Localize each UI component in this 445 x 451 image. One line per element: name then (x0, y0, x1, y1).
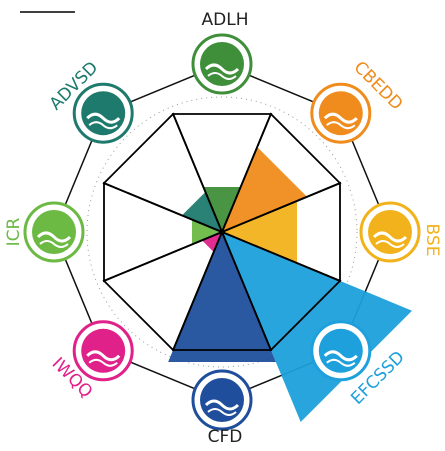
wedge-fill (202, 232, 222, 252)
wedge-fill (192, 219, 222, 245)
node-icon (318, 91, 363, 136)
wedge-fill (222, 232, 412, 422)
node-label: ICR (4, 217, 24, 246)
node-icon-wave (323, 112, 358, 124)
node-icon-wave (88, 358, 118, 367)
node-label: BSE (422, 224, 442, 257)
wedge-fill (203, 187, 241, 232)
wedge-fill (222, 147, 307, 232)
node-icon-wave (86, 112, 121, 124)
wedge-fill (168, 232, 276, 362)
wedge-outline (102, 112, 224, 234)
node-icon (81, 328, 126, 373)
wedge-fill (182, 192, 222, 232)
node-icon-wave (323, 350, 358, 362)
node-icon (32, 210, 76, 254)
node-icon-wave (39, 240, 69, 248)
node-icon-wave (204, 63, 240, 75)
node-icon-wave (88, 121, 118, 130)
node-icon (318, 328, 363, 373)
node-icon-wave (326, 358, 356, 367)
node-icon-wave (204, 399, 240, 411)
node-icon (368, 210, 412, 254)
node-icon-wave (86, 350, 121, 362)
node-icon-wave (36, 231, 72, 243)
wedges (102, 112, 412, 422)
node-label: CFD (208, 427, 243, 447)
wedge-fill (222, 200, 297, 264)
node-icon-wave (372, 231, 408, 243)
node-icon-wave (207, 72, 237, 80)
node-icon (200, 42, 244, 86)
node-icon-wave (207, 408, 237, 416)
node-icon (200, 378, 244, 422)
node-icon-wave (375, 240, 405, 248)
node-label: ADLH (202, 10, 249, 30)
node-icon-wave (326, 121, 356, 130)
dotted-ring (86, 96, 358, 368)
node-icon (81, 91, 126, 136)
